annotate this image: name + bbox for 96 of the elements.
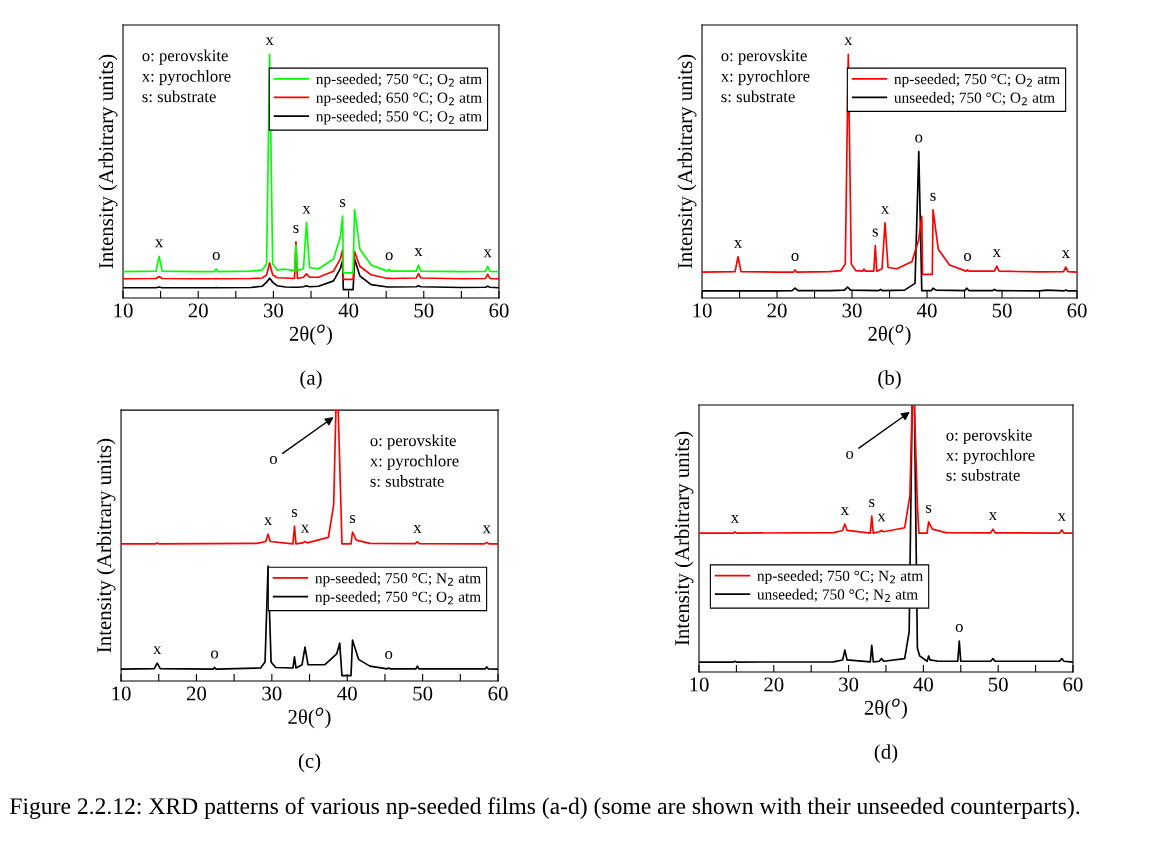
annotation: o: [791, 252, 799, 261]
annotation: x: [482, 525, 491, 534]
x-tick-label: 60: [1067, 303, 1087, 318]
legend-label: np-seeded; 750 °C; O$_{2}$ atm: [316, 73, 482, 88]
x-tick-label: 10: [112, 686, 131, 701]
annotation: x: [264, 517, 273, 526]
text: (d): [874, 744, 898, 764]
x-tick-label: 30: [262, 686, 282, 701]
legend-label: unseeded; 750 °C; O$_{2}$ atm: [894, 92, 1055, 106]
annotation: x: [840, 507, 849, 515]
x-tick-label: 20: [764, 677, 784, 692]
x-tick-label: 50: [413, 686, 433, 701]
annotation: x: [153, 646, 162, 655]
legend-label: np-seeded; 750 °C; N$_{2}$ atm: [315, 572, 481, 587]
legend-label: np-seeded; 750 °C; O$_{2}$ atm: [315, 591, 481, 606]
x-tick-label: 60: [488, 686, 508, 701]
x-tick-label: 20: [767, 303, 787, 318]
x-tick-label: 40: [917, 303, 937, 318]
legend-label: unseeded; 750 °C; N$_{2}$ atm: [757, 588, 918, 602]
x-axis-title: 2θ($^{o}$): [864, 698, 907, 720]
annotation: o: [269, 456, 277, 465]
annotation: o: perovskite: [370, 434, 456, 450]
x-tick-label: 30: [842, 303, 862, 318]
x-tick-label: 40: [337, 686, 357, 701]
annotation: x: [301, 524, 309, 533]
annotation: o: [211, 650, 219, 659]
annotation: o: [385, 651, 393, 660]
annotation: s: [926, 504, 932, 513]
text: (a): [300, 370, 322, 390]
y-axis-title: Intensity (Arbitrary units): [98, 54, 118, 269]
x-tick-label: 10: [114, 303, 133, 318]
annotation: x: [413, 525, 422, 533]
annotation: x: [302, 205, 311, 214]
x-tick-label: 50: [992, 303, 1012, 318]
annotation: x: [1061, 250, 1070, 258]
annotation: s: [340, 199, 346, 208]
annotation: s: [291, 509, 298, 518]
annotation: x: [881, 206, 889, 214]
x-tick-label: 30: [263, 303, 284, 318]
y-axis-title: Intensity (Arbitrary units): [674, 431, 694, 646]
x-tick-label: 30: [839, 677, 859, 692]
legend-label: np-seeded; 750 °C; O$_{2}$ atm: [894, 73, 1060, 88]
annotation: s: [349, 515, 356, 524]
x-tick-label: 40: [913, 677, 933, 692]
annotation: o: [955, 624, 963, 633]
annotation: x: pyrochlore: [370, 454, 459, 470]
annotation: x: [844, 37, 853, 46]
x-tick-label: 60: [1063, 677, 1083, 692]
annotation: s: substrate: [946, 469, 1020, 481]
caption: Figure 2.2.12: XRD patterns of various np-seeded films (a-d) (some are shown with their unseeded counterparts).: [10, 797, 1080, 819]
x-tick-label: 10: [690, 677, 709, 692]
annotation: x: [734, 240, 742, 248]
y-axis-title: Intensity (Arbitrary units): [96, 438, 116, 653]
x-tick-label: 20: [186, 686, 207, 701]
text: (c): [298, 753, 321, 773]
annotation: o: [212, 252, 220, 261]
x-tick-label: 10: [693, 303, 712, 318]
annotation: x: [988, 512, 997, 520]
annotation: o: [846, 450, 854, 459]
annotation: x: [155, 239, 164, 248]
y-axis-title: Intensity (Arbitrary units): [677, 54, 697, 269]
annotation: x: [1057, 513, 1066, 521]
annotation: o: [915, 134, 923, 143]
annotation: o: [385, 252, 393, 261]
annotation: x: [992, 249, 1001, 257]
annotation: o: [964, 252, 972, 261]
legend-label: np-seeded; 650 °C; O$_{2}$ atm: [316, 92, 482, 106]
legend-label: np-seeded; 750 °C; N$_{2}$ atm: [757, 570, 923, 585]
annotation: x: pyrochlore: [945, 449, 1035, 465]
annotation: x: [414, 248, 423, 256]
x-axis-title: 2θ($^{o}$): [289, 324, 332, 346]
annotation: o: perovskite: [721, 49, 807, 65]
annotation: x: [877, 513, 886, 522]
annotation: s: [293, 224, 299, 233]
x-tick-label: 40: [338, 303, 359, 318]
x-axis-title: 2θ($^{o}$): [288, 707, 331, 729]
x-tick-label: 20: [188, 303, 208, 318]
x-axis-title: 2θ($^{o}$): [868, 324, 911, 346]
annotation: s: substrate: [142, 90, 216, 103]
x-tick-label: 50: [988, 677, 1008, 692]
text: (b): [878, 370, 901, 390]
annotation: o: perovskite: [142, 49, 228, 65]
x-tick-label: 60: [489, 303, 509, 318]
annotation: x: [730, 515, 739, 523]
annotation: x: [265, 37, 274, 46]
x-tick-label: 50: [414, 303, 434, 318]
annotation: s: [930, 192, 936, 201]
annotation: s: substrate: [370, 475, 444, 487]
annotation: o: perovskite: [946, 428, 1032, 445]
annotation: s: [872, 228, 878, 237]
annotation: s: substrate: [721, 90, 795, 103]
annotation: s: [869, 499, 875, 508]
annotation: x: [483, 249, 492, 258]
annotation: x: pyrochlore: [720, 70, 810, 86]
annotation: x: pyrochlore: [141, 70, 231, 86]
legend-label: np-seeded; 550 °C; O$_{2}$ atm: [316, 110, 482, 125]
